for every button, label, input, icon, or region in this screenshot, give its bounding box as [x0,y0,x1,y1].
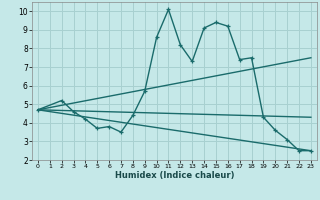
X-axis label: Humidex (Indice chaleur): Humidex (Indice chaleur) [115,171,234,180]
